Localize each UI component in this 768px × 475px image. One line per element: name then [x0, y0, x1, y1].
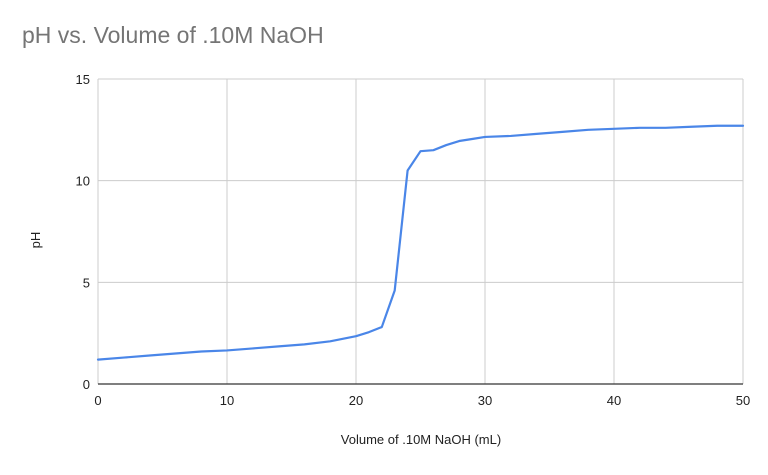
- y-tick-label-5: 5: [83, 275, 90, 290]
- x-tick-label-20: 20: [349, 393, 363, 408]
- y-tick-label-15: 15: [76, 72, 90, 87]
- x-tick-label-50: 50: [736, 393, 750, 408]
- series-line-0: [96, 124, 745, 361]
- grid-lines: [97, 78, 744, 385]
- y-axis-title: pH: [28, 232, 43, 249]
- x-tick-label-40: 40: [607, 393, 621, 408]
- series-layer: [96, 124, 745, 361]
- x-tick-label-0: 0: [94, 393, 101, 408]
- x-tick-label-30: 30: [478, 393, 492, 408]
- y-tick-label-10: 10: [76, 174, 90, 189]
- chart-title: pH vs. Volume of .10M NaOH: [22, 22, 324, 48]
- x-tick-label-10: 10: [220, 393, 234, 408]
- x-axis-title: Volume of .10M NaOH (mL): [341, 432, 501, 447]
- y-tick-label-0: 0: [83, 377, 90, 392]
- tick-labels: 0 10 20 30 40 50 0 5 10 15: [76, 72, 751, 408]
